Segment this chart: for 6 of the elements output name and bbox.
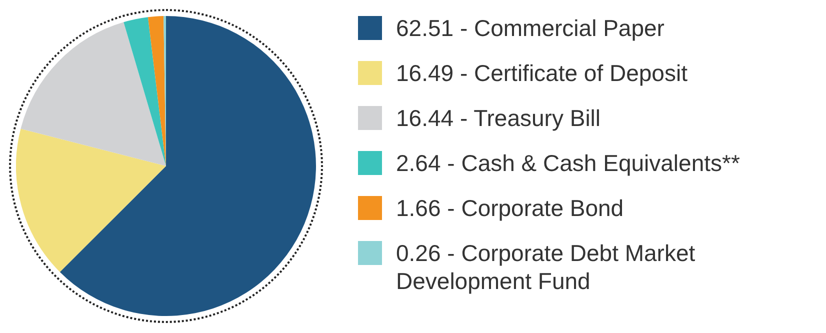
legend-label: 16.44 - Treasury Bill [396,104,601,132]
legend-label: 62.51 - Commercial Paper [396,14,664,42]
legend-label: 1.66 - Corporate Bond [396,194,624,222]
legend-label: 16.49 - Certificate of Deposit [396,59,688,87]
legend-label: 2.64 - Cash & Cash Equivalents** [396,149,740,177]
legend-label: 0.26 - Corporate Debt Market Development Fund [396,239,696,295]
